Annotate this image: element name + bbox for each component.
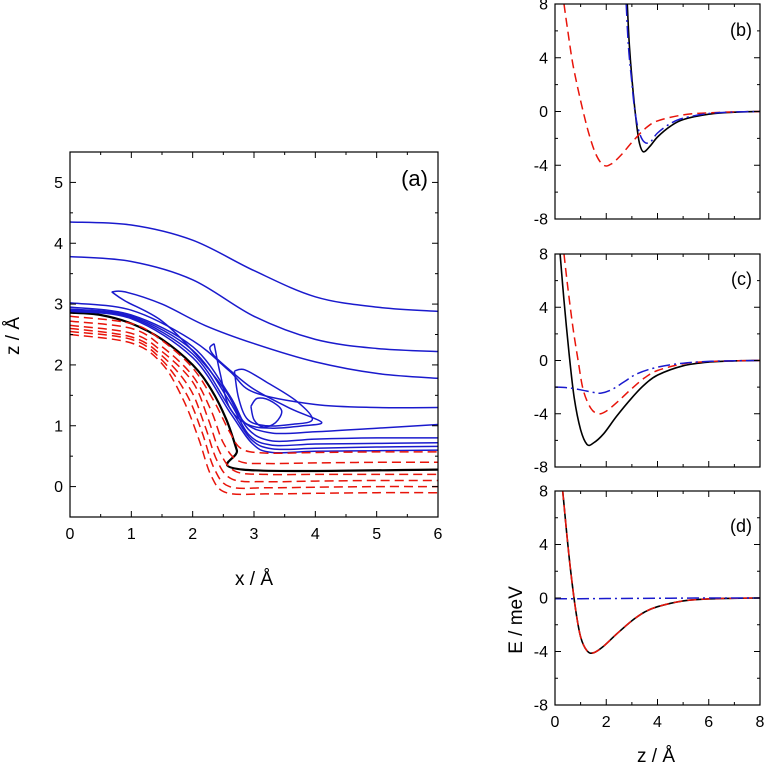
panel-b-y-tick-label: -8: [534, 212, 548, 229]
panel-a-x-tick-label: 6: [434, 526, 443, 543]
panel-label-c: (c): [731, 269, 752, 289]
panel-a-series-18-line: [70, 333, 438, 496]
panel-c-series: [555, 254, 760, 447]
panel-a-series-16-line: [70, 327, 438, 483]
panel-a-y-tick-label: 0: [54, 479, 63, 496]
panel-a-y-tick-label: 3: [54, 297, 63, 314]
panel-d-y-tick-label: 8: [539, 484, 548, 501]
panel-b-y-tick-label: 0: [539, 104, 548, 121]
panel-a-series-2-line: [70, 255, 438, 353]
panel-a-series-4-line: [111, 290, 438, 380]
panel-b-series: [563, 4, 760, 167]
panel-a-x-tick-label: 3: [250, 526, 259, 543]
panel-c: -8 -4 0 4 8 (c): [534, 247, 761, 477]
panel-d-series-1-line: [561, 491, 760, 654]
panel-b-y-tick-label: 4: [539, 50, 548, 67]
panel-c-axes: -8 -4 0 4 8: [534, 247, 761, 477]
panel-d-y-tick-label: 4: [539, 537, 548, 554]
panel-b-series-1-line: [563, 4, 760, 167]
panel-a-series-0-line: [70, 311, 438, 473]
panel-a-series-1-line: [70, 221, 438, 313]
panel-a-x-axis-label: x / Å: [235, 569, 273, 590]
panel-d: -8 -4 0 4 8 0 2 4 6 8 (d) z / Å E / meV: [506, 484, 765, 768]
panel-d-axes: -8 -4 0 4 8 0 2 4 6 8: [534, 484, 765, 732]
panel-a-series: [70, 221, 438, 496]
panel-c-series-0-line: [559, 254, 760, 447]
panel-b-y-tick-label: -4: [534, 158, 548, 175]
panel-c-y-tick-label: 8: [539, 247, 548, 264]
panel-a-series-14-line: [70, 320, 438, 465]
panel-a-series-11-line: [233, 368, 314, 427]
panel-a-series-9-line: [70, 310, 438, 454]
panel-d-y-tick-label: 0: [539, 591, 548, 608]
panel-d-x-tick-label: 2: [602, 714, 611, 731]
panel-a-series-8-line: [70, 309, 438, 451]
panel-a-x-tick-label: 5: [372, 526, 381, 543]
panel-c-y-tick-label: -8: [534, 460, 548, 477]
panel-b-y-tick-label: 8: [539, 0, 548, 14]
panel-d-x-tick-label: 8: [756, 714, 765, 731]
panel-a-axes: 0 1 2 3 4 5 0 1 2 3 4 5 6: [54, 151, 443, 543]
panel-d-y-axis-label: E / meV: [506, 586, 527, 654]
panel-a-y-tick-label: 2: [54, 357, 63, 374]
panel-b: -8 -4 0 4 8 (b): [534, 0, 761, 229]
panel-a-y-axis-label: z / Å: [3, 317, 24, 355]
panel-a-y-tick-label: 1: [54, 418, 63, 435]
panel-a-x-tick-label: 1: [127, 526, 136, 543]
panel-a-series-12-line: [250, 397, 283, 428]
panel-a-y-tick-label: 4: [54, 236, 63, 253]
panel-c-series-2-line: [555, 359, 760, 395]
panel-d-x-tick-label: 6: [704, 714, 713, 731]
panel-a: 0 1 2 3 4 5 0 1 2 3 4 5 6 (a) x / Å z / Å: [3, 151, 443, 590]
panel-label-a: (a): [401, 166, 428, 191]
panel-a-series-17-line: [70, 330, 438, 490]
panel-c-y-tick-label: 0: [539, 353, 548, 370]
panel-a-y-tick-label: 5: [54, 175, 63, 192]
panel-c-y-tick-label: 4: [539, 300, 548, 317]
panel-a-x-tick-label: 0: [66, 526, 75, 543]
panel-b-series-2-line: [625, 4, 760, 144]
panel-d-x-tick-label: 0: [551, 714, 560, 731]
panel-c-y-tick-label: -4: [534, 406, 548, 423]
panel-a-series-13-line: [70, 315, 438, 455]
panel-label-d: (d): [730, 516, 752, 536]
panel-d-series: [555, 491, 760, 655]
panel-d-y-tick-label: -4: [534, 644, 548, 661]
panel-d-series-2-line: [555, 597, 760, 600]
panel-d-x-tick-label: 4: [653, 714, 662, 731]
panel-a-x-tick-label: 4: [311, 526, 320, 543]
panel-a-series-15-line: [70, 324, 438, 476]
panel-label-b: (b): [730, 20, 752, 40]
panel-a-series-3-line: [70, 302, 438, 409]
panel-a-series-7-line: [70, 308, 438, 447]
panel-a-series-6-line: [70, 306, 438, 443]
panel-a-series-5-line: [111, 291, 438, 435]
panel-d-x-axis-label: z / Å: [637, 746, 675, 767]
panel-b-axes: -8 -4 0 4 8: [534, 0, 761, 229]
panel-d-y-tick-label: -8: [534, 698, 548, 715]
panel-a-x-tick-label: 2: [188, 526, 197, 543]
panel-a-series-10-line: [209, 343, 323, 429]
